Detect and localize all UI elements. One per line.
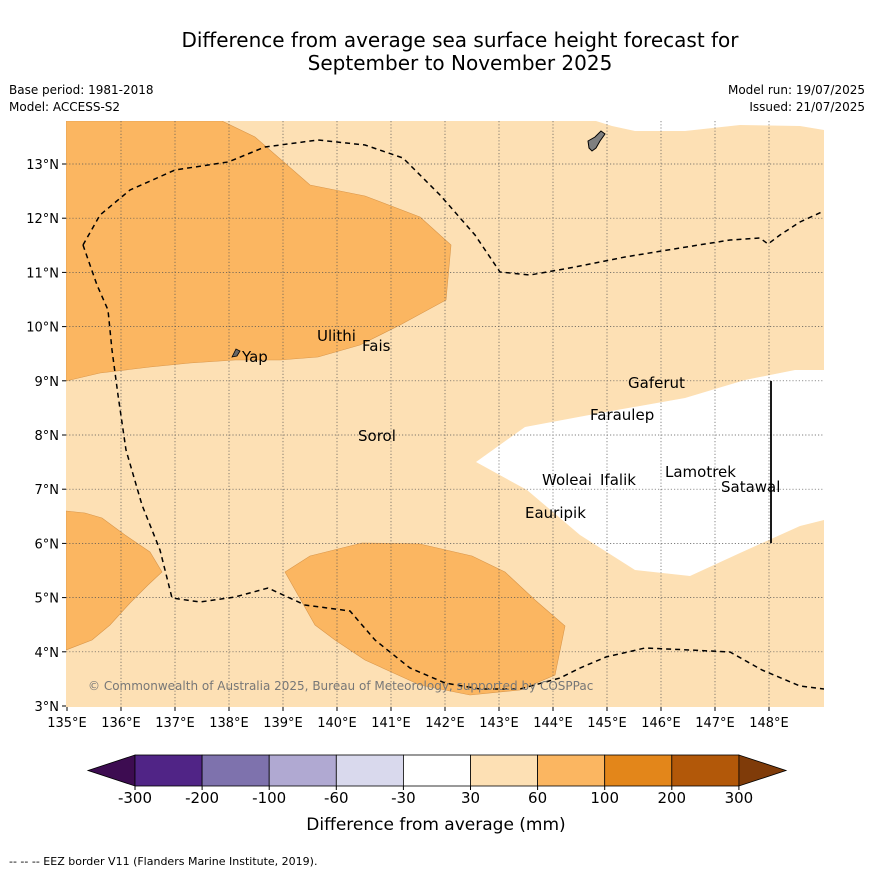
place-label-gaferut: Gaferut bbox=[628, 374, 685, 392]
lon-label: 147°E bbox=[695, 716, 735, 731]
lon-label: 148°E bbox=[749, 716, 789, 731]
colorbar-tick-label: -100 bbox=[252, 789, 286, 807]
colorbar-tick-label: 100 bbox=[590, 789, 619, 807]
lon-label: 144°E bbox=[533, 716, 573, 731]
map-area: Yap Ulithi Fais Sorol Gaferut Faraulep Woleai I… bbox=[66, 121, 824, 707]
guam-island-shape bbox=[587, 130, 606, 152]
field-60-100-west bbox=[66, 510, 163, 651]
colorbar-tick-label: 200 bbox=[657, 789, 686, 807]
lon-label: 142°E bbox=[425, 716, 465, 731]
chart-title-line2: September to November 2025 bbox=[307, 51, 613, 75]
place-label-woleai: Woleai bbox=[542, 471, 592, 489]
lat-label: 7°N bbox=[35, 483, 60, 498]
field-neutral-northeast bbox=[596, 121, 824, 131]
lon-label: 146°E bbox=[641, 716, 681, 731]
colorbar-segment bbox=[604, 754, 673, 787]
place-label-yap: Yap bbox=[241, 348, 268, 366]
place-label-sorol: Sorol bbox=[358, 427, 396, 445]
chart-title-line1: Difference from average sea surface heig… bbox=[181, 28, 739, 52]
eez-border-main bbox=[82, 244, 824, 690]
colorbar-segment bbox=[537, 754, 606, 787]
lon-label: 136°E bbox=[101, 716, 141, 731]
colorbar-segment bbox=[470, 754, 538, 787]
place-label-fais: Fais bbox=[362, 337, 391, 355]
colorbar-segment bbox=[335, 754, 404, 787]
lon-label: 139°E bbox=[263, 716, 303, 731]
lat-label: 8°N bbox=[35, 429, 60, 444]
lon-label: 141°E bbox=[371, 716, 411, 731]
lon-label: 145°E bbox=[587, 716, 627, 731]
colorbar-extend-high bbox=[738, 754, 788, 787]
lon-label: 138°E bbox=[209, 716, 249, 731]
place-label-ulithi: Ulithi bbox=[317, 327, 356, 345]
colorbar-segment bbox=[134, 754, 203, 787]
place-label-eauripik: Eauripik bbox=[525, 504, 586, 522]
colorbar-title: Difference from average (mm) bbox=[306, 815, 565, 835]
copyright-note: © Commonwealth of Australia 2025, Bureau… bbox=[88, 679, 593, 693]
colorbar-tick-label: -30 bbox=[391, 789, 416, 807]
colorbar-tick-label: -200 bbox=[185, 789, 219, 807]
lon-label: 140°E bbox=[317, 716, 357, 731]
lon-label: 135°E bbox=[47, 716, 87, 731]
lat-label: 3°N bbox=[35, 700, 60, 715]
model-name: Model: ACCESS-S2 bbox=[9, 100, 121, 114]
colorbar-tick-label: 300 bbox=[725, 789, 754, 807]
lat-label: 11°N bbox=[26, 266, 59, 281]
place-label-ifalik: Ifalik bbox=[600, 471, 636, 489]
colorbar-tick-label: 30 bbox=[461, 789, 480, 807]
yap-island-shape bbox=[231, 348, 241, 358]
place-label-faraulep: Faraulep bbox=[590, 406, 654, 424]
eez-note: -- -- -- EEZ border V11 (Flanders Marine… bbox=[9, 855, 317, 868]
map-axes: 135°E 136°E 137°E 138°E 139°E 140°E 141°E 142°E… bbox=[26, 158, 789, 731]
colorbar: -300 -200 -100 -60 -30 30 60 100 200 300 bbox=[86, 754, 788, 807]
colorbar-extend-low bbox=[86, 754, 136, 787]
place-labels: Yap Ulithi Fais Sorol Gaferut Faraulep Woleai I… bbox=[241, 327, 780, 522]
eez-border-north bbox=[82, 139, 824, 276]
base-period: Base period: 1981-2018 bbox=[9, 83, 154, 97]
field-neutral-region bbox=[476, 370, 824, 576]
lat-label: 6°N bbox=[35, 537, 60, 552]
colorbar-tick-label: -300 bbox=[118, 789, 152, 807]
lat-label: 5°N bbox=[35, 592, 60, 607]
colorbar-segment bbox=[402, 754, 471, 787]
colorbar-segment bbox=[268, 754, 337, 787]
field-60-100-north bbox=[66, 121, 452, 382]
colorbar-segment bbox=[201, 754, 270, 787]
lon-label: 137°E bbox=[155, 716, 195, 731]
place-label-satawal: Satawal bbox=[721, 478, 780, 496]
lat-label: 4°N bbox=[35, 646, 60, 661]
lat-label: 13°N bbox=[26, 158, 59, 173]
lat-label: 12°N bbox=[26, 212, 59, 227]
issued-date: Issued: 21/07/2025 bbox=[749, 100, 865, 114]
lon-label: 143°E bbox=[479, 716, 519, 731]
lat-label: 10°N bbox=[26, 321, 59, 336]
place-label-lamotrek: Lamotrek bbox=[665, 463, 736, 481]
colorbar-segment bbox=[671, 754, 740, 787]
colorbar-tick-label: -60 bbox=[324, 789, 349, 807]
lat-label: 9°N bbox=[35, 375, 60, 390]
colorbar-tick-label: 60 bbox=[528, 789, 547, 807]
model-run: Model run: 19/07/2025 bbox=[727, 83, 865, 97]
